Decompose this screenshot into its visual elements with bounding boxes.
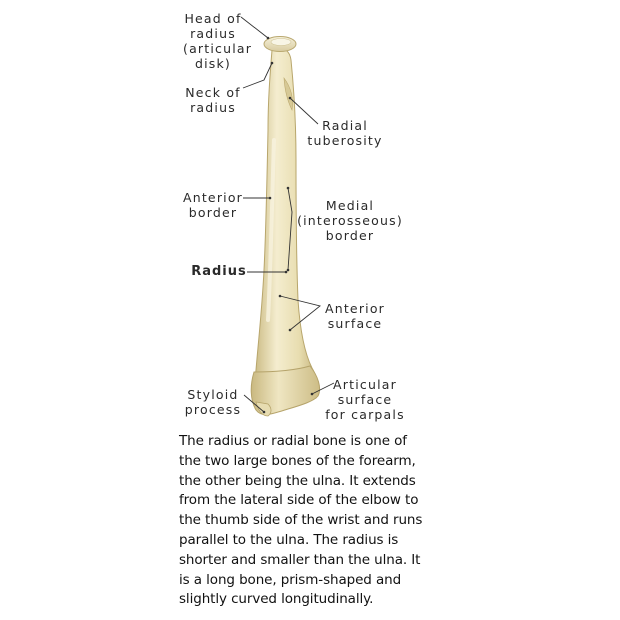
label-head-of-radius: Head of radius (articular disk) xyxy=(183,11,253,71)
description-line: is a long bone, prism-shaped and xyxy=(179,571,402,588)
leader-anterior-surface xyxy=(279,295,321,331)
description-line: the other being the ulna. It extends xyxy=(179,472,416,489)
label-anterior-border: Anterior border xyxy=(182,190,244,220)
radius-distal-end xyxy=(250,365,321,416)
leader-styloid xyxy=(243,394,265,413)
description-line: shorter and smaller than the ulna. It xyxy=(179,551,421,568)
description-line: the two large bones of the forearm, xyxy=(179,452,416,469)
leader-lines xyxy=(240,16,335,413)
radial-tuberosity-shape xyxy=(283,77,293,111)
label-styloid-process: Styloid process xyxy=(184,387,242,417)
description-line: parallel to the ulna. The radius is xyxy=(179,531,399,548)
styloid-process-shape xyxy=(255,401,272,417)
description-line: from the lateral side of the elbow to xyxy=(179,492,419,509)
label-articular-surface: Articular surface for carpals xyxy=(325,377,405,422)
label-radial-tuberosity: Radial tuberosity xyxy=(307,118,383,148)
description-line: the thumb side of the wrist and runs xyxy=(179,512,423,529)
leader-medial-border xyxy=(287,187,293,271)
description-paragraph: The radius or radial bone is one of the … xyxy=(179,432,449,610)
label-medial-border: Medial (interosseous) border xyxy=(297,198,403,243)
leader-dots xyxy=(262,36,314,414)
description-line: The radius or radial bone is one of xyxy=(179,433,407,449)
label-neck-of-radius: Neck of radius xyxy=(185,85,241,115)
leader-neck xyxy=(242,62,273,89)
anterior-surface-highlight xyxy=(266,138,276,322)
label-anterior-surface: Anterior surface xyxy=(324,301,386,331)
label-radius: Radius xyxy=(191,264,247,279)
description-line: slightly curved longitudinally. xyxy=(179,591,374,608)
leader-tuberosity xyxy=(289,97,319,125)
leader-articular-surface xyxy=(311,382,335,395)
articular-disk-surface xyxy=(270,38,292,46)
leader-head xyxy=(240,16,269,39)
